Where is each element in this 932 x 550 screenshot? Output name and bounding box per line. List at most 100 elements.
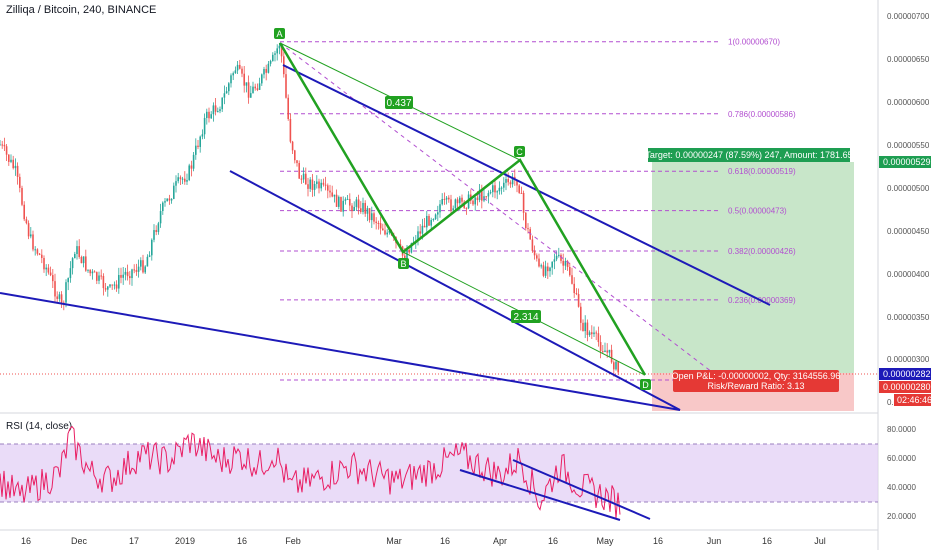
- price-tag-282: 0.00000282: [883, 369, 931, 379]
- candle-body: [371, 213, 373, 221]
- candle-body: [461, 197, 463, 202]
- point-b-marker: [398, 258, 409, 269]
- candle-body: [531, 239, 534, 251]
- candle-body: [452, 208, 454, 211]
- channel-lower: [229, 170, 681, 411]
- target-badge: [648, 148, 850, 162]
- candle-body: [210, 114, 212, 119]
- candle-body: [362, 202, 364, 212]
- current-price-tag: 0.00000529: [883, 157, 931, 167]
- candle-body: [258, 83, 261, 90]
- candle-body: [485, 196, 487, 198]
- candle-body: [529, 229, 531, 240]
- price-tick: 0.00000300: [887, 355, 930, 364]
- point-a-label: A: [276, 29, 282, 39]
- candle-body: [30, 234, 32, 237]
- candle-body: [338, 196, 340, 207]
- candle-body: [254, 86, 256, 89]
- candle-body: [153, 230, 155, 240]
- candle-body: [525, 212, 527, 229]
- candle-body: [74, 253, 76, 259]
- candle-body: [459, 197, 461, 204]
- candle-body: [228, 83, 230, 92]
- candle-body: [507, 179, 509, 183]
- candle-body: [144, 266, 146, 273]
- time-tick: Apr: [493, 536, 507, 546]
- price-axis[interactable]: 0.00000700 0.00000650 0.00000600 0.00000550…: [887, 12, 930, 407]
- countdown-label: 02:46:46: [897, 395, 932, 405]
- candle-body: [544, 266, 547, 276]
- candle-body: [10, 159, 12, 162]
- candle-body: [536, 255, 538, 259]
- candle-body: [102, 275, 105, 289]
- candle-body: [146, 256, 149, 267]
- rsi-axis[interactable]: 80.0000 60.0000 40.0000 20.0000: [887, 425, 916, 521]
- fib-label: 0.618(0.00000519): [728, 167, 796, 176]
- candle-body: [223, 93, 226, 98]
- candle-body: [492, 185, 494, 193]
- time-axis[interactable]: 16 Dec 17 2019 16 Feb Mar 16 Apr 16 May 16 Jun 16 Jul: [21, 536, 826, 546]
- candle-body: [12, 159, 14, 169]
- candle-body: [261, 74, 263, 84]
- candle-body: [272, 54, 274, 61]
- candle-body: [564, 261, 567, 266]
- candle-body: [113, 284, 116, 286]
- candle-body: [45, 267, 47, 270]
- candle-body: [120, 275, 122, 278]
- candle-body: [298, 163, 300, 179]
- candle-body: [287, 97, 289, 120]
- candle-body: [558, 254, 560, 256]
- candle-body: [597, 333, 600, 343]
- price-tick: 0.00000600: [887, 98, 930, 107]
- candle-body: [456, 199, 459, 204]
- candle-body: [384, 230, 386, 235]
- candle-body: [98, 275, 100, 281]
- candle-body: [476, 197, 479, 201]
- candle-body: [267, 63, 270, 73]
- candle-body: [430, 219, 432, 226]
- candle-body: [355, 199, 358, 207]
- candle-body: [511, 176, 514, 185]
- candle-body: [439, 204, 441, 213]
- candle-body: [269, 60, 272, 64]
- candle-body: [82, 256, 85, 264]
- candle-body: [419, 231, 421, 234]
- time-tick: 16: [762, 536, 772, 546]
- point-d-label: D: [642, 380, 649, 390]
- rsi-indicator-label: RSI (14, close): [6, 421, 73, 432]
- candle-body: [69, 268, 72, 279]
- candle-body: [496, 191, 498, 193]
- candle-body: [379, 223, 382, 229]
- candle-body: [93, 271, 96, 273]
- price-tick: 0.00000650: [887, 55, 930, 64]
- price-tick: 0.00000400: [887, 270, 930, 279]
- candle-body: [454, 199, 457, 209]
- candle-body: [610, 349, 613, 363]
- candle-body: [27, 223, 30, 237]
- price-tick: 0.00000500: [887, 184, 930, 193]
- candle-body: [375, 221, 377, 223]
- candle-body: [168, 198, 171, 201]
- price-tick: 0.00000550: [887, 141, 930, 150]
- candle-body: [217, 111, 219, 113]
- candle-body: [5, 146, 8, 155]
- candle-body: [327, 185, 329, 191]
- candle-body: [606, 350, 608, 353]
- candle-body: [100, 275, 102, 277]
- candle-body: [34, 249, 36, 251]
- harmonic-pattern: [278, 42, 647, 376]
- time-tick: May: [596, 536, 614, 546]
- candle-body: [324, 184, 327, 186]
- candle-body: [527, 228, 529, 230]
- price-tag-282-bg: [879, 368, 931, 380]
- time-tick: 16: [440, 536, 450, 546]
- time-tick: 17: [129, 536, 139, 546]
- candle-body: [335, 194, 338, 207]
- candle-body: [177, 177, 179, 182]
- candle-body: [78, 246, 80, 257]
- candle-body: [181, 178, 184, 180]
- candle-body: [577, 294, 580, 307]
- candle-body: [126, 271, 129, 277]
- candle-body: [135, 270, 138, 272]
